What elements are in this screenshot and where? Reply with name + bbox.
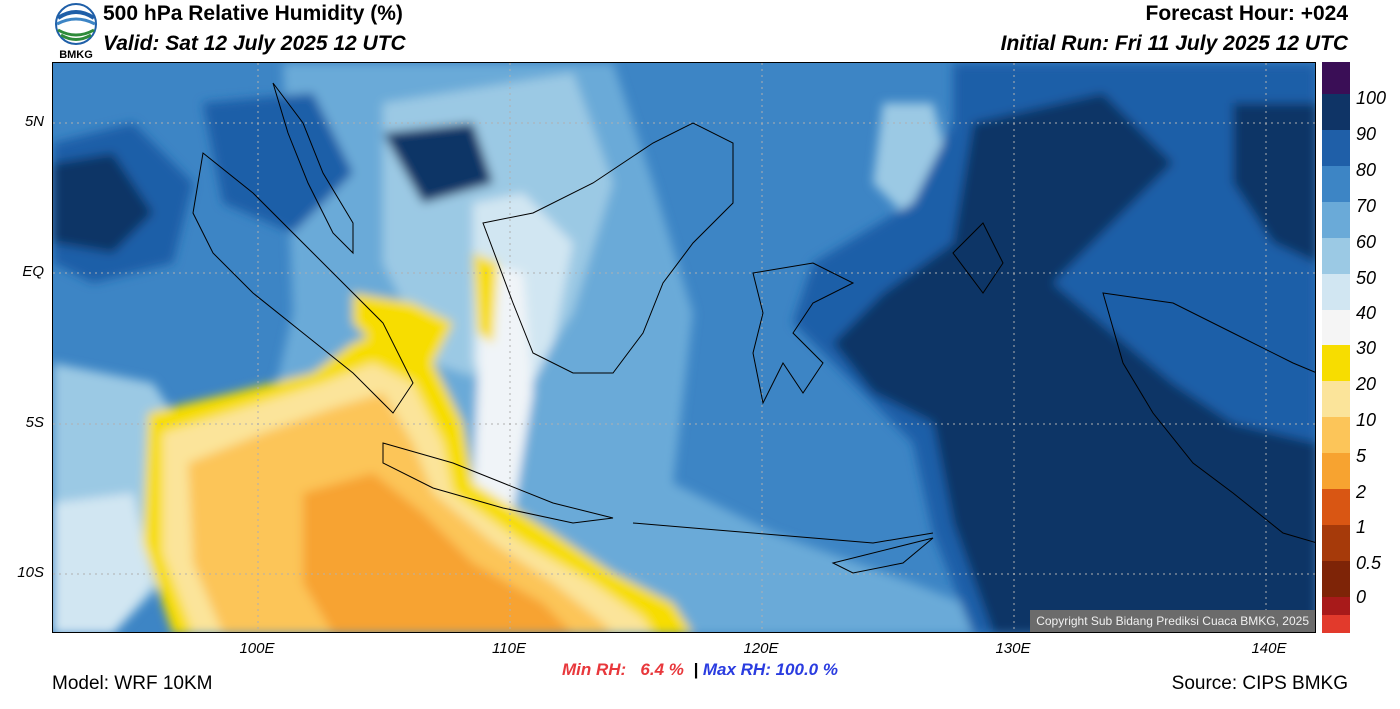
cbar-seg-2 [1322,489,1350,525]
coastlines [192,82,1315,574]
model-label: Model: WRF 10KM [52,673,213,694]
lat-label-10s: 10S [17,564,44,581]
cbar-seg-05 [1322,561,1350,597]
logo-text: BMKG [59,49,93,60]
cbar-seg-below0 [1322,615,1350,633]
cbar-seg-30 [1322,345,1350,381]
cbar-label-20: 20 [1356,374,1377,394]
cbar-label-5: 5 [1356,446,1367,466]
lon-label-120e: 120E [743,640,779,657]
lon-label-100e: 100E [239,640,275,657]
lat-label-5n: 5N [24,113,44,130]
initial-run: Initial Run: Fri 11 July 2025 12 UTC [1000,32,1348,55]
max-rh: Max RH: 100.0 % [702,660,838,679]
cbar-label-2: 2 [1356,482,1367,502]
cbar-label-60: 60 [1356,232,1377,252]
cbar-label-70: 70 [1356,196,1377,216]
lon-label-130e: 130E [995,640,1031,657]
cbar-label-80: 80 [1356,160,1377,180]
valid-time: Valid: Sat 12 July 2025 12 UTC [103,32,406,55]
graticule [53,63,1315,632]
rh-stats: Min RH: 6.4 % | Max RH: 100.0 % [0,660,1400,680]
cbar-seg-1 [1322,525,1350,561]
lon-label-110e: 110E [492,640,526,657]
lat-label-5s: 5S [25,414,44,431]
cbar-label-10: 10 [1356,410,1377,430]
forecast-hour: Forecast Hour: +024 [1145,2,1349,25]
min-rh-label: Min RH: [562,660,627,679]
cbar-seg-60 [1322,202,1350,238]
lon-label-140e: 140E [1251,640,1287,657]
cbar-label-90: 90 [1356,124,1377,144]
cbar-seg-80 [1322,130,1350,166]
cbar-label-1: 1 [1356,517,1367,537]
cbar-label-0: 0 [1356,587,1367,607]
cbar-label-40: 40 [1356,303,1377,323]
humidity-map: Copyright Sub Bidang Prediksi Cuaca BMKG… [52,62,1316,633]
map-canvas [53,63,1315,632]
rh-separator: | [693,660,699,679]
source-label: Source: CIPS BMKG [1171,673,1348,694]
cbar-seg-0 [1322,597,1350,615]
cbar-label-30: 30 [1356,338,1377,358]
cbar-seg-5 [1322,453,1350,489]
min-rh-value: 6.4 % [640,660,684,679]
copyright-notice: Copyright Sub Bidang Prediksi Cuaca BMKG… [1030,610,1315,632]
cbar-label-05: 0.5 [1356,553,1382,573]
cbar-seg-10 [1322,417,1350,453]
cbar-seg-50 [1322,238,1350,274]
chart-title: 500 hPa Relative Humidity (%) [103,2,403,25]
cbar-seg-40 [1322,274,1350,310]
cbar-seg-100plus [1322,62,1350,94]
cbar-seg-35 [1322,310,1350,345]
cbar-seg-20 [1322,381,1350,417]
bmkg-logo: BMKG [52,2,100,61]
lat-label-eq: EQ [22,263,44,280]
cbar-seg-90 [1322,94,1350,130]
colorbar [1322,62,1350,633]
cbar-seg-70 [1322,166,1350,202]
cbar-label-50: 50 [1356,268,1377,288]
cbar-label-100: 100 [1356,88,1387,108]
